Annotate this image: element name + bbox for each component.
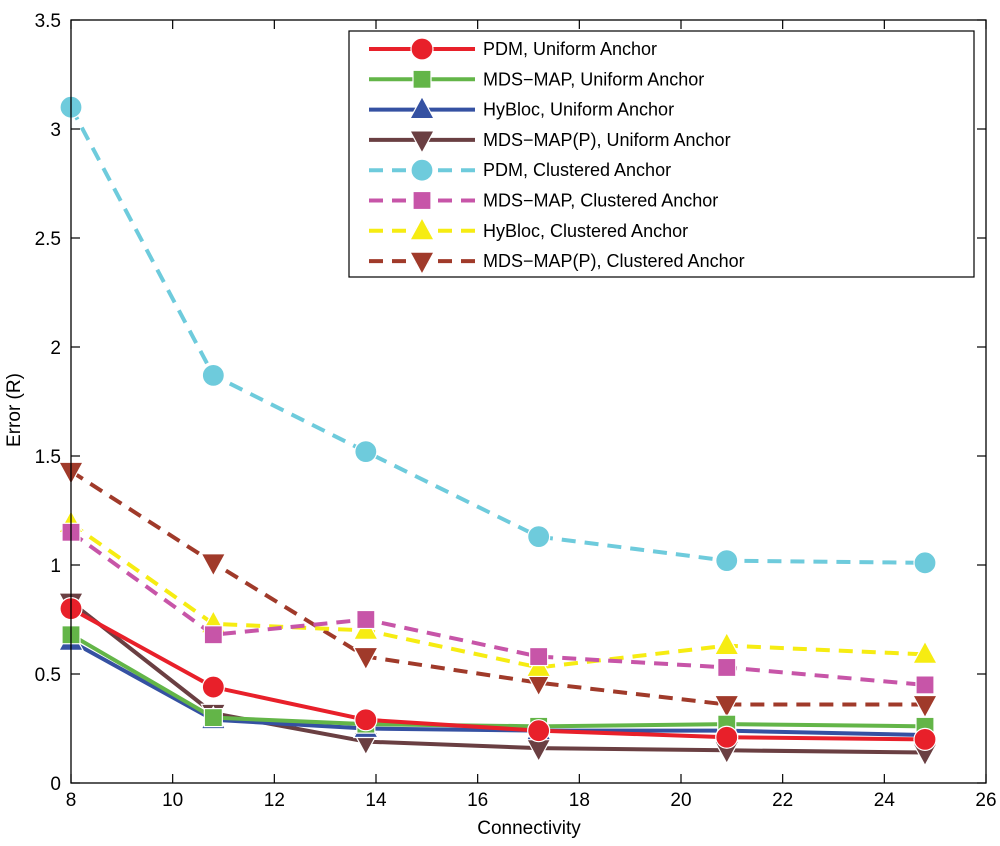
legend-label: MDS−MAP(P), Uniform Anchor bbox=[483, 130, 731, 150]
x-tick-label: 16 bbox=[467, 790, 488, 811]
x-tick-label: 12 bbox=[264, 790, 285, 811]
data-point bbox=[527, 719, 551, 743]
legend-label: HyBloc, Clustered Anchor bbox=[483, 221, 688, 241]
legend-entry: PDM, Clustered Anchor bbox=[369, 158, 671, 182]
y-tick-label: 0.5 bbox=[35, 665, 61, 686]
legend-label: PDM, Clustered Anchor bbox=[483, 160, 671, 180]
legend-marker bbox=[410, 37, 434, 61]
data-point bbox=[201, 675, 225, 699]
legend-marker bbox=[408, 130, 436, 155]
legend-marker bbox=[412, 69, 432, 89]
data-point bbox=[713, 631, 740, 656]
data-point bbox=[527, 525, 551, 549]
x-tick-label: 26 bbox=[975, 790, 996, 811]
axes-layer: 8 10 12 14 16 18 20 22 24 26 0 0.5 1 1.5 2 2.5 3 3.5 bbox=[35, 11, 997, 811]
legend-box bbox=[348, 30, 975, 278]
data-point bbox=[911, 640, 939, 664]
y-tick-label: 2 bbox=[50, 338, 61, 359]
series-layer bbox=[57, 95, 939, 767]
data-point bbox=[713, 694, 740, 719]
data-point bbox=[354, 440, 378, 464]
legend-label: MDS−MAP, Clustered Anchor bbox=[483, 191, 718, 211]
y-tick-label: 0 bbox=[50, 774, 61, 795]
y-tick-label: 1.5 bbox=[35, 447, 61, 468]
series-line bbox=[70, 639, 926, 738]
data-point bbox=[913, 727, 937, 752]
series-line bbox=[69, 469, 925, 707]
series-line bbox=[70, 606, 926, 742]
series-line bbox=[69, 600, 926, 755]
legend-entry: PDM, Uniform Anchor bbox=[369, 37, 657, 61]
data-point bbox=[529, 646, 549, 667]
data-point bbox=[715, 725, 739, 749]
data-point bbox=[352, 646, 379, 671]
legend-marker bbox=[412, 190, 432, 211]
x-tick-label: 22 bbox=[772, 790, 793, 811]
legend-entry: MDS−MAP, Clustered Anchor bbox=[369, 191, 718, 211]
data-point bbox=[717, 657, 737, 678]
data-point bbox=[354, 708, 378, 732]
y-tick-label: 2.5 bbox=[35, 229, 61, 250]
data-point bbox=[201, 363, 225, 387]
legend-marker bbox=[408, 95, 436, 120]
x-tick-label: 24 bbox=[874, 790, 896, 811]
legend-label: MDS−MAP(P), Clustered Anchor bbox=[483, 251, 745, 271]
legend-marker bbox=[408, 216, 436, 241]
legend-label: PDM, Uniform Anchor bbox=[483, 39, 657, 59]
x-axis-label: Connectivity bbox=[477, 818, 581, 839]
data-point bbox=[200, 553, 227, 578]
series-6 bbox=[61, 522, 935, 695]
x-tick-label: 18 bbox=[569, 790, 590, 811]
legend-marker bbox=[410, 158, 434, 182]
legend-entry: MDS−MAP, Uniform Anchor bbox=[369, 69, 704, 89]
series-8 bbox=[57, 461, 939, 719]
legend-entry: MDS−MAP(P), Uniform Anchor bbox=[369, 130, 731, 155]
legend-entry: HyBloc, Uniform Anchor bbox=[369, 95, 674, 120]
legend-marker bbox=[408, 251, 436, 276]
legend-label: HyBloc, Uniform Anchor bbox=[483, 100, 674, 120]
legend-label: MDS−MAP, Uniform Anchor bbox=[483, 69, 704, 89]
x-tick-label: 14 bbox=[365, 790, 387, 811]
x-tick-label: 20 bbox=[670, 790, 691, 811]
legend: PDM, Uniform Anchor MDS−MAP, Uniform Anch… bbox=[348, 30, 975, 278]
series-line bbox=[69, 530, 926, 687]
data-point bbox=[915, 675, 935, 695]
y-tick-label: 3 bbox=[50, 120, 61, 141]
x-tick-label: 8 bbox=[66, 790, 77, 811]
series-line bbox=[69, 521, 926, 670]
data-point bbox=[913, 551, 937, 575]
data-point bbox=[911, 694, 939, 719]
axes-box bbox=[70, 19, 987, 784]
legend-entry: MDS−MAP(P), Clustered Anchor bbox=[369, 251, 745, 276]
data-point bbox=[356, 609, 376, 630]
legend-entry: HyBloc, Clustered Anchor bbox=[369, 216, 688, 241]
y-tick-label: 1 bbox=[50, 556, 61, 577]
x-tick-label: 10 bbox=[162, 790, 183, 811]
data-point bbox=[203, 625, 223, 645]
data-point bbox=[715, 549, 739, 573]
y-tick-label: 3.5 bbox=[35, 11, 61, 32]
data-point bbox=[203, 707, 223, 728]
y-axis-label: Error (R) bbox=[4, 373, 25, 447]
